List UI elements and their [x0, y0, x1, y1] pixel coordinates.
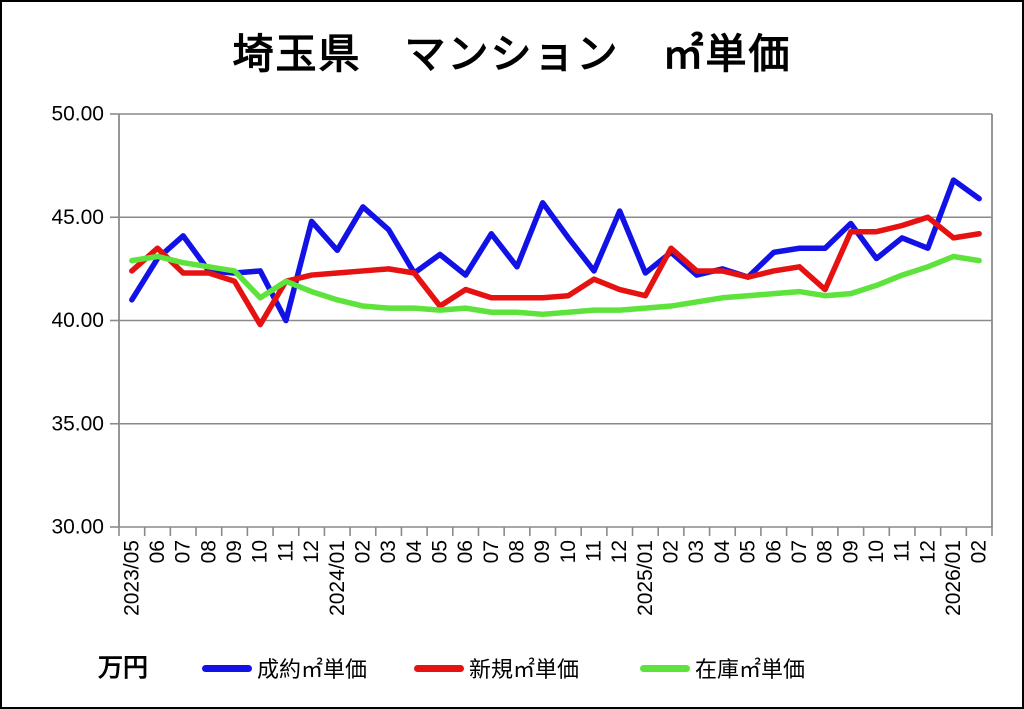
x-axis-tick-label: 10 [249, 540, 272, 563]
x-axis-tick-label: 12 [608, 540, 631, 563]
legend-label-inventory-price: 在庫㎡単価 [695, 657, 806, 682]
x-axis-tick-label: 07 [172, 540, 195, 563]
x-axis-tick-label: 06 [146, 540, 169, 563]
x-axis-tick-label: 2026/01 [942, 540, 965, 616]
legend-swatch-red-line [414, 664, 464, 672]
x-axis-tick-label: 02 [660, 540, 683, 563]
x-axis-tick-label: 2023/05 [120, 540, 143, 616]
x-axis-tick-label: 09 [223, 540, 246, 563]
x-axis-tick-label: 11 [891, 540, 914, 562]
x-axis-tick-label: 10 [865, 540, 888, 563]
x-axis-tick-label: 11 [583, 540, 606, 562]
x-axis-tick-label: 06 [762, 540, 785, 563]
x-axis-tick-label: 06 [454, 540, 477, 563]
series-line-1 [129, 214, 982, 328]
y-axis-tick-label: 35.00 [51, 412, 104, 435]
legend-swatch-green-line [640, 664, 690, 672]
chart-legend: 万円 成約㎡単価 新規㎡単価 在庫㎡単価 [2, 650, 1022, 686]
x-axis-tick-label: 09 [531, 540, 554, 563]
y-axis-unit-label: 万円 [98, 654, 149, 682]
x-axis-tick-label: 12 [916, 540, 939, 563]
x-axis-tick-label: 2025/01 [634, 540, 657, 616]
legend-item-inventory-price: 在庫㎡単価 [640, 650, 805, 686]
x-axis-tick-label: 08 [197, 540, 220, 563]
y-axis-tick-label: 50.00 [51, 103, 104, 126]
x-axis-tick-label: 08 [505, 540, 528, 563]
x-axis-tick-label: 07 [480, 540, 503, 563]
y-axis-tick-label: 30.00 [51, 516, 104, 539]
x-axis-tick-label: 03 [377, 540, 400, 563]
x-axis-tick-label: 09 [839, 540, 862, 563]
x-axis-tick-label: 05 [737, 540, 760, 563]
x-axis-tick-label: 08 [814, 540, 837, 563]
legend-label-contract-price: 成約㎡単価 [257, 657, 368, 682]
chart-title: 埼玉県 マンション ㎡単価 [232, 31, 792, 77]
legend-label-new-listing-price: 新規㎡単価 [469, 657, 580, 682]
y-axis-tick-label: 40.00 [51, 309, 104, 332]
y-axis-tick-label: 45.00 [51, 206, 104, 229]
x-axis-tick-label: 04 [711, 540, 734, 564]
x-axis-tick-label: 07 [788, 540, 811, 563]
x-axis-tick-label: 12 [300, 540, 323, 563]
x-axis-tick-label: 2024/01 [326, 540, 349, 616]
x-axis-tick-label: 02 [968, 540, 991, 563]
legend-item-new-listing-price: 新規㎡単価 [414, 650, 579, 686]
legend-item-contract-price: 成約㎡単価 [202, 650, 367, 686]
x-axis-tick-label: 05 [428, 540, 451, 563]
series-line-2 [129, 253, 982, 318]
x-axis-tick-label: 04 [403, 540, 426, 564]
x-axis-tick-label: 11 [274, 540, 297, 562]
series-line-0 [129, 177, 982, 324]
x-axis-tick-label: 10 [557, 540, 580, 563]
x-axis-tick-label: 02 [351, 540, 374, 563]
legend-swatch-blue-line [202, 664, 252, 672]
x-axis-tick-label: 03 [685, 540, 708, 563]
